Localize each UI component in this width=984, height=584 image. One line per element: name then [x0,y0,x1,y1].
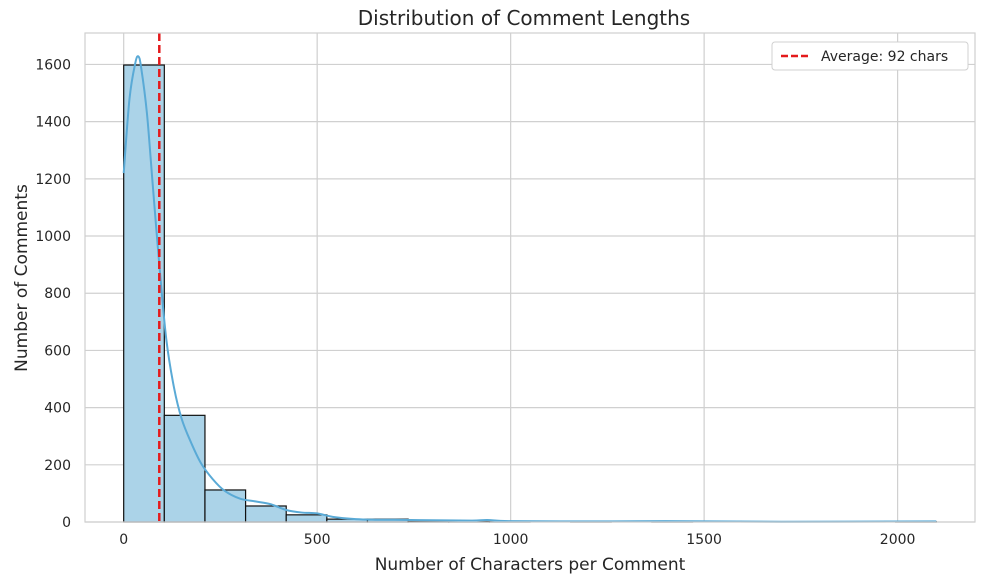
x-tick-label: 500 [304,532,331,548]
x-tick-label: 1500 [686,532,722,548]
histogram-bar [285,514,328,523]
grid-layer [85,33,975,523]
legend-box [771,41,969,71]
histogram-bar [163,414,206,523]
plot-frame [84,32,976,523]
y-tick-label: 400 [44,401,71,417]
x-axis-label: Number of Characters per Comment [375,555,686,575]
x-tick-label: 2000 [880,532,916,548]
y-tick-label: 800 [44,286,71,302]
chart-title: Distribution of Comment Lengths [358,6,690,30]
legend: Average: 92 chars [771,41,969,71]
y-tick-label: 1400 [35,115,71,131]
y-axis-label: Number of Comments [12,184,32,372]
y-tick-label: 1000 [35,229,71,245]
legend-average-label: Average: 92 chars [821,49,948,65]
bar-layer [123,64,937,523]
x-tick-label: 0 [119,532,128,548]
kde-layer [122,55,937,523]
y-tick-label: 200 [44,458,71,474]
tick-layer: 0 500 1000 1500 2000 0 200 400 600 800 1000 1200 140… [35,57,915,548]
y-tick-label: 0 [62,515,71,531]
y-tick-label: 1600 [35,57,71,73]
y-tick-label: 1200 [35,172,71,188]
histogram-bar [204,489,247,523]
kde-curve [122,55,937,523]
y-tick-label: 600 [44,343,71,359]
histogram-bar [123,64,165,523]
x-tick-label: 1000 [493,532,529,548]
